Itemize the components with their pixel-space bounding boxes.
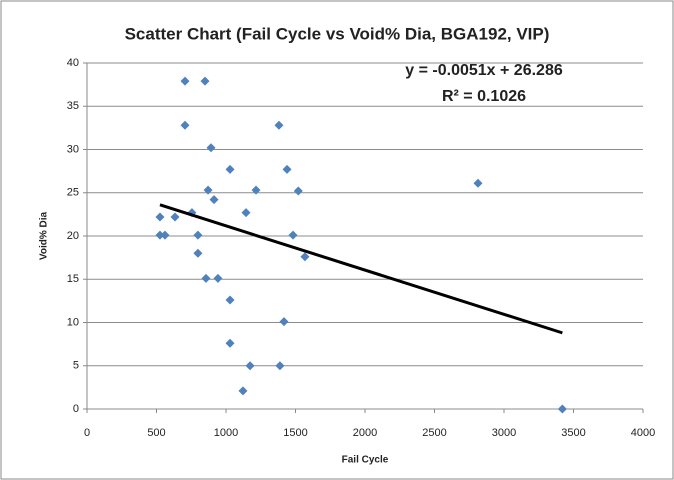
point [193, 230, 203, 240]
point [180, 76, 190, 86]
point [557, 404, 567, 414]
point [238, 386, 248, 396]
point [300, 252, 310, 262]
x-tick-label: 1500 [283, 427, 307, 439]
trendline [159, 203, 563, 335]
point [225, 295, 235, 305]
y-tick-label: 5 [73, 360, 79, 372]
point [201, 273, 211, 283]
y-tick-label: 35 [67, 100, 79, 112]
y-tick-label: 0 [73, 403, 79, 415]
x-tick-label: 500 [147, 427, 165, 439]
x-tick-label: 2500 [422, 427, 446, 439]
point [282, 164, 292, 174]
point [251, 185, 261, 195]
y-tick-label: 15 [67, 273, 79, 285]
point [206, 143, 216, 153]
point [473, 178, 483, 188]
point [275, 361, 285, 371]
point [274, 120, 284, 130]
point [225, 164, 235, 174]
point [288, 230, 298, 240]
point [155, 230, 165, 240]
x-tick-label: 4000 [631, 427, 655, 439]
x-tick-label: 1000 [214, 427, 238, 439]
x-tick-label: 3500 [561, 427, 585, 439]
point [160, 230, 170, 240]
point [193, 248, 203, 258]
x-tick-label: 0 [84, 427, 90, 439]
point [213, 273, 223, 283]
point [225, 338, 235, 348]
y-tick-label: 20 [67, 230, 79, 242]
x-tick-label: 3000 [492, 427, 516, 439]
chart-title: Scatter Chart (Fail Cycle vs Void% Dia, … [125, 24, 550, 43]
point [279, 317, 289, 327]
x-tick-label: 2000 [353, 427, 377, 439]
r-squared: R² = 0.1026 [442, 88, 526, 105]
x-axis-label: Fail Cycle [342, 455, 389, 466]
point [155, 212, 165, 222]
y-axis-label: Void% Dia [39, 211, 50, 260]
y-tick-label: 10 [67, 316, 79, 328]
point [170, 212, 180, 222]
point [293, 186, 303, 196]
y-tick-label: 40 [67, 57, 79, 69]
point [200, 76, 210, 86]
point [241, 208, 251, 218]
point [209, 195, 219, 205]
equation: y = -0.0051x + 26.286 [405, 62, 563, 79]
y-tick-label: 25 [67, 187, 79, 199]
y-tick-label: 30 [67, 143, 79, 155]
point [203, 185, 213, 195]
point [180, 120, 190, 130]
point [245, 361, 255, 371]
